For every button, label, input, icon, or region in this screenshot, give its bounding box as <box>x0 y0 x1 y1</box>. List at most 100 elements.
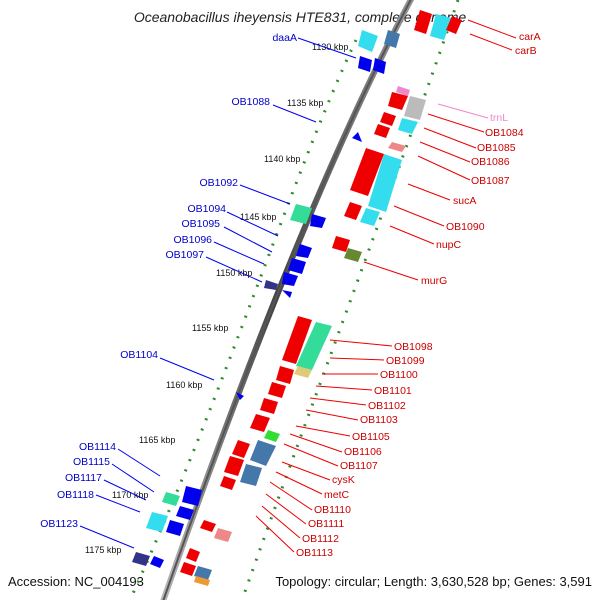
gene-label[interactable]: OB1103 <box>360 414 398 426</box>
gene-arrow[interactable] <box>380 112 396 126</box>
gene-arrow[interactable] <box>176 506 194 520</box>
gene-label[interactable]: OB1117 <box>65 472 102 484</box>
gene-label[interactable]: OB1111 <box>308 518 344 530</box>
gene-label[interactable]: cysK <box>332 474 355 486</box>
gene-arrow[interactable] <box>166 520 184 536</box>
gene-label[interactable]: nupC <box>436 239 462 251</box>
gene-arrow[interactable] <box>250 414 270 432</box>
gene-arrow[interactable] <box>250 440 276 466</box>
gene-arrow[interactable] <box>268 382 286 398</box>
gene-label[interactable]: OB1088 <box>231 96 270 108</box>
gene-label[interactable]: OB1086 <box>471 156 510 168</box>
gene-label[interactable]: OB1101 <box>374 385 412 397</box>
gene-arrow[interactable] <box>194 576 210 586</box>
gene-arrow[interactable] <box>332 236 350 252</box>
gene-label[interactable]: OB1118 <box>57 489 94 501</box>
kbp-label: 1175 kbp <box>85 545 121 555</box>
gene-label[interactable]: OB1099 <box>386 355 425 367</box>
gene-arrow[interactable] <box>264 280 278 290</box>
gene-arrow[interactable] <box>360 208 380 226</box>
gene-arrow[interactable] <box>282 316 312 364</box>
gene-arrow[interactable] <box>132 552 150 566</box>
gene-arrow[interactable] <box>260 398 278 414</box>
gene-arrow[interactable] <box>180 562 196 576</box>
gene-arrow[interactable] <box>344 202 362 220</box>
gene-label[interactable]: OB1100 <box>380 369 418 381</box>
leader-lines <box>79 19 517 553</box>
gene-arrow[interactable] <box>232 440 250 458</box>
gene-label[interactable]: OB1123 <box>40 518 78 530</box>
gene-arrow[interactable] <box>290 204 312 224</box>
gene-arrow[interactable] <box>388 92 408 110</box>
gene-arrow[interactable] <box>182 486 202 506</box>
gene-arrow[interactable] <box>282 290 292 298</box>
gene-label[interactable]: OB1090 <box>446 221 485 233</box>
gene-label[interactable]: OB1095 <box>181 218 220 230</box>
gene-arrow[interactable] <box>296 244 312 258</box>
gene-arrow[interactable] <box>162 492 180 506</box>
gene-label[interactable]: carB <box>515 45 537 57</box>
gene-label[interactable]: metC <box>324 489 350 501</box>
gene-arrow[interactable] <box>194 566 212 580</box>
gene-arrow[interactable] <box>240 464 262 486</box>
gene-label[interactable]: OB1115 <box>73 456 110 468</box>
gene-arrow[interactable] <box>358 30 378 52</box>
gene-arrow[interactable] <box>430 14 452 40</box>
gene-arrow[interactable] <box>414 10 432 34</box>
gene-label[interactable]: trnL <box>490 112 508 124</box>
gene-label[interactable]: OB1104 <box>120 349 158 361</box>
gene-label[interactable]: daaA <box>272 32 297 44</box>
gene-label[interactable]: OB1085 <box>477 142 516 154</box>
gene-label[interactable]: OB1087 <box>471 175 510 187</box>
gene-arrow[interactable] <box>150 556 164 568</box>
gene-arrow[interactable] <box>352 132 362 142</box>
gene-arrow[interactable] <box>344 248 362 262</box>
gene-arrow[interactable] <box>200 520 216 532</box>
gene-arrow[interactable] <box>214 528 232 542</box>
gene-arrow[interactable] <box>310 214 326 228</box>
gene-label[interactable]: OB1096 <box>173 234 212 246</box>
gene-arrow[interactable] <box>446 16 462 34</box>
gene-arrow[interactable] <box>220 476 236 490</box>
gene-label[interactable]: sucA <box>453 195 476 207</box>
gene-arrow[interactable] <box>276 366 294 384</box>
kbp-label: 1145 kbp <box>240 212 276 222</box>
gene-arrow[interactable] <box>264 430 280 442</box>
kbp-label: 1155 kbp <box>192 323 228 333</box>
gene-arrow[interactable] <box>282 272 298 286</box>
gene-arrow[interactable] <box>368 154 402 212</box>
gene-label[interactable]: OB1106 <box>344 446 382 458</box>
gene-arrow[interactable] <box>396 86 410 96</box>
gene-label[interactable]: OB1110 <box>314 504 351 516</box>
gene-arrow[interactable] <box>404 96 426 120</box>
gene-arrow[interactable] <box>373 58 386 74</box>
gene-arrow[interactable] <box>224 456 244 476</box>
gene-arrow[interactable] <box>186 548 200 562</box>
kbp-label: 1140 kbp <box>264 154 300 164</box>
gene-arrow[interactable] <box>388 142 406 152</box>
gene-arrow[interactable] <box>374 124 390 138</box>
gene-arrow[interactable] <box>294 366 312 378</box>
gene-arrow[interactable] <box>350 148 384 196</box>
gene-label[interactable]: OB1107 <box>340 460 378 472</box>
gene-arrow[interactable] <box>398 118 418 134</box>
gene-label[interactable]: OB1098 <box>394 341 433 353</box>
gene-label[interactable]: OB1097 <box>165 249 204 261</box>
gene-label[interactable]: OB1114 <box>79 441 116 453</box>
gene-arrow[interactable] <box>236 392 244 400</box>
gene-label[interactable]: OB1102 <box>368 400 406 412</box>
gene-label[interactable]: OB1105 <box>352 431 390 443</box>
gene-label[interactable]: OB1094 <box>187 203 226 215</box>
gene-label[interactable]: murG <box>421 275 447 287</box>
gene-label[interactable]: carA <box>519 31 541 43</box>
gene-label[interactable]: OB1084 <box>485 127 524 139</box>
gene-arrow[interactable] <box>296 322 332 370</box>
gene-arrow[interactable] <box>384 30 400 48</box>
gene-label[interactable]: OB1092 <box>199 177 238 189</box>
gene-arrow[interactable] <box>288 258 306 274</box>
forward-strand-genes <box>132 30 400 568</box>
gene-arrow[interactable] <box>146 512 168 532</box>
gene-arrow[interactable] <box>358 56 372 72</box>
gene-label[interactable]: OB1113 <box>296 547 333 559</box>
gene-label[interactable]: OB1112 <box>302 533 339 545</box>
